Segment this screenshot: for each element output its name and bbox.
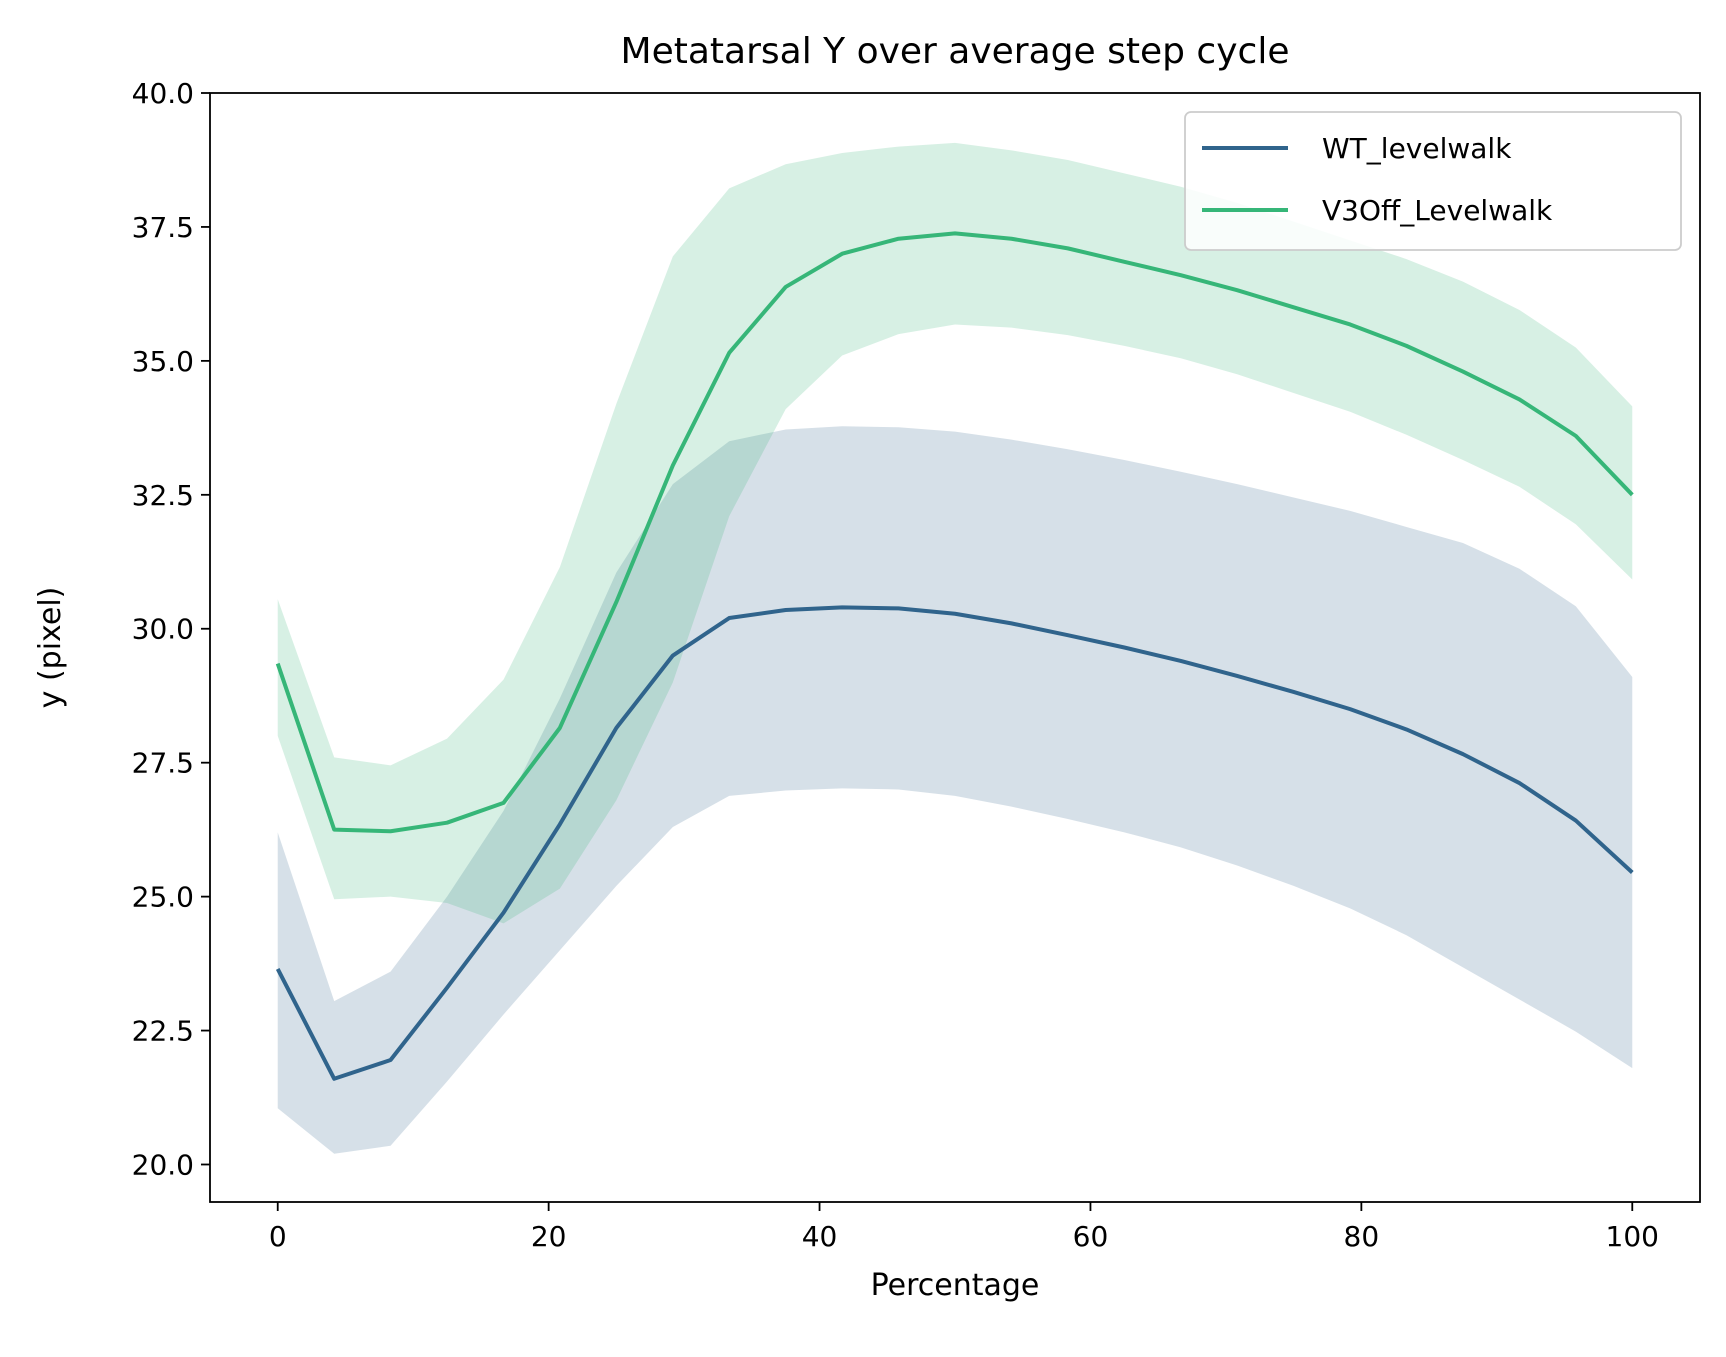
chart-title: Metatarsal Y over average step cycle bbox=[621, 31, 1290, 72]
series-lines bbox=[275, 231, 1634, 1081]
y-tick-label: 32.5 bbox=[132, 479, 194, 512]
x-tick-label: 100 bbox=[1606, 1220, 1659, 1253]
legend-label: V3Off_Levelwalk bbox=[1322, 194, 1553, 227]
line-series-1 bbox=[275, 231, 1634, 834]
legend-label: WT_levelwalk bbox=[1322, 132, 1512, 165]
y-tick-label: 20.0 bbox=[132, 1148, 194, 1181]
y-tick-label: 22.5 bbox=[132, 1015, 194, 1048]
legend: WT_levelwalk V3Off_Levelwalk bbox=[1184, 111, 1682, 251]
x-tick-label: 60 bbox=[1073, 1220, 1109, 1253]
y-tick-label: 27.5 bbox=[132, 747, 194, 780]
x-tick-label: 20 bbox=[531, 1220, 567, 1253]
line-series-0 bbox=[275, 605, 1634, 1081]
y-axis: 20.0 22.5 25.0 27.5 30.0 32.5 35.0 37.5 40.0 bbox=[132, 77, 210, 1181]
y-tick-label: 35.0 bbox=[132, 345, 194, 378]
y-tick-label: 37.5 bbox=[132, 211, 194, 244]
x-axis: 0 20 40 60 80 100 bbox=[269, 1202, 1659, 1253]
y-tick-label: 40.0 bbox=[132, 77, 194, 110]
y-tick-label: 25.0 bbox=[132, 881, 194, 914]
x-axis-label: Percentage bbox=[871, 1268, 1040, 1303]
legend-box bbox=[1184, 111, 1682, 251]
band-series-0 bbox=[277, 426, 1633, 1154]
y-tick-label: 30.0 bbox=[132, 613, 194, 646]
y-axis-label: y (pixel) bbox=[33, 587, 68, 709]
plot-frame bbox=[209, 92, 1701, 1203]
x-tick-label: 40 bbox=[802, 1220, 838, 1253]
x-tick-label: 80 bbox=[1344, 1220, 1380, 1253]
x-tick-label: 0 bbox=[269, 1220, 287, 1253]
